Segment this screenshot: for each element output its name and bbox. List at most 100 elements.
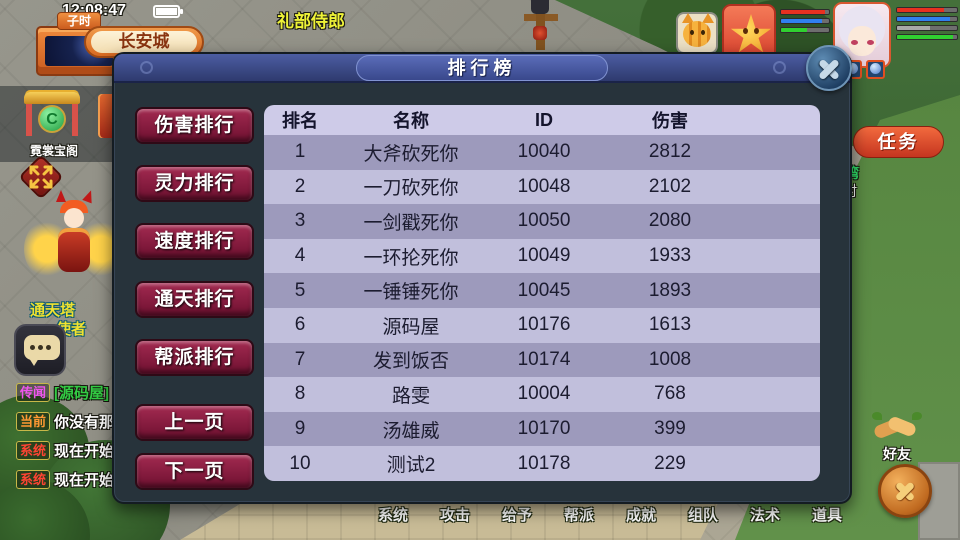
name-cell: 汤雄威 — [382, 420, 440, 442]
dialog-title: 排行榜 — [356, 55, 608, 81]
id-cell: 10049 — [517, 245, 571, 267]
jade-icon: C — [38, 105, 66, 133]
rank-tab-list: 伤害排行灵力排行速度排行通天排行帮派排行 — [135, 107, 254, 376]
char-hp-bar — [896, 7, 958, 13]
pavilion-post — [72, 104, 78, 136]
col-header-0: 排名 — [282, 111, 318, 131]
damage-cell: 399 — [654, 418, 686, 440]
player-body — [58, 228, 90, 272]
table-body: 1 大斧砍死你 10040 2812 2 一刀砍死你 10048 2102 3 一剑戳死你 1005… — [264, 135, 820, 481]
ranking-dialog: 排行榜 伤害排行灵力排行速度排行通天排行帮派排行 上一页下一页 排名 名称 ID 伤害… — [112, 45, 852, 504]
rank-tab-4[interactable]: 通天排行 — [135, 281, 254, 318]
chat-message: 当前 你没有那 — [16, 411, 114, 431]
cat-face — [683, 21, 711, 47]
name-cell: 测试2 — [386, 455, 436, 477]
table-row[interactable]: 4 一环抡死你 10049 1933 — [264, 238, 820, 274]
partial-hud-icon[interactable] — [98, 94, 114, 138]
table-row[interactable]: 3 一剑戳死你 10050 2080 — [264, 204, 820, 239]
pet-status-bars — [780, 9, 830, 33]
id-cell: 10040 — [517, 141, 571, 163]
table-row[interactable]: 6 源码屋 10176 1613 — [264, 307, 820, 343]
player-head — [64, 208, 84, 228]
rank-tab-1[interactable]: 伤害排行 — [135, 107, 254, 144]
friends-button[interactable]: 好友 — [866, 410, 928, 462]
name-cell: 发到饭否 — [372, 351, 449, 373]
chat-message: 系统 现在开始 — [16, 469, 114, 489]
orb-icon — [847, 63, 858, 74]
damage-cell: 1933 — [648, 245, 692, 267]
pet-cat-icon[interactable] — [676, 12, 718, 54]
name-cell: 一环抡死你 — [363, 247, 459, 269]
battery-icon — [153, 5, 183, 18]
name-cell: 路雯 — [391, 385, 430, 407]
chat-channel-tag: 当前 — [16, 411, 51, 431]
rank-cell: 7 — [294, 348, 306, 370]
next-page-button[interactable]: 下一页 — [135, 453, 254, 490]
rank-cell: 9 — [294, 418, 306, 440]
chat-channel-tag: 系统 — [16, 469, 51, 489]
table-row[interactable]: 10 测试2 10178 229 — [264, 446, 820, 481]
rank-cell: 5 — [294, 279, 306, 301]
cat-eye — [701, 30, 705, 35]
menu-label: 帮派 — [563, 507, 594, 524]
table-row[interactable]: 1 大斧砍死你 10040 2812 — [264, 135, 820, 170]
chat-button[interactable] — [14, 324, 66, 376]
ranking-table: 排名 名称 ID 伤害 1 大斧砍死你 10040 2812 2 一刀砍死你 10048 2102 3… — [264, 105, 820, 481]
table-row[interactable]: 5 一锤锤死你 10045 1893 — [264, 273, 820, 308]
name-cell: 源码屋 — [382, 316, 440, 338]
prev-page-button[interactable]: 上一页 — [135, 404, 254, 441]
rank-cell: 8 — [294, 383, 306, 405]
close-menu-button[interactable] — [878, 464, 932, 518]
id-cell: 10176 — [517, 314, 571, 336]
chat-message-text: [源码屋] — [54, 384, 110, 402]
name-cell: 大斧砍死你 — [363, 143, 459, 165]
expand-view-button[interactable] — [18, 154, 64, 200]
damage-cell: 229 — [654, 452, 686, 474]
expand-arrows-icon — [29, 165, 53, 189]
damage-cell: 2812 — [648, 141, 692, 163]
menu-label: 攻击 — [439, 507, 470, 524]
table-row[interactable]: 7 发到饭否 10174 1008 — [264, 342, 820, 378]
table-row[interactable]: 9 汤雄威 10170 399 — [264, 411, 820, 447]
pet-exp-bar — [780, 27, 830, 33]
ornament-swirl — [140, 61, 153, 74]
bubble-dot — [46, 345, 51, 350]
table-row[interactable]: 2 一刀砍死你 10048 2102 — [264, 169, 820, 205]
pager: 上一页 下一页 — [135, 404, 254, 490]
pet-eye — [754, 28, 759, 34]
shop-button[interactable]: C — [24, 92, 80, 140]
cat-ear — [702, 13, 714, 23]
npc-figure[interactable] — [531, 0, 549, 14]
id-cell: 10050 — [517, 210, 571, 232]
character-eye — [867, 40, 874, 45]
id-cell: 10170 — [517, 418, 571, 440]
horn-left — [56, 190, 66, 202]
damage-cell: 2102 — [648, 175, 692, 197]
pet-eye — [743, 28, 748, 34]
bubble-dot — [30, 345, 35, 350]
character-status-bars — [896, 7, 958, 40]
buff-icon[interactable] — [866, 60, 885, 79]
id-cell: 10174 — [517, 348, 571, 370]
col-header-1: 名称 — [393, 111, 429, 131]
cat-ear — [682, 13, 694, 23]
rank-tab-3[interactable]: 速度排行 — [135, 223, 254, 260]
menu-label: 法术 — [749, 507, 780, 524]
character-eye — [851, 40, 858, 45]
player-character — [24, 188, 124, 292]
shop-label: 霓裳宝阁 — [29, 144, 78, 158]
chat-message: 系统 现在开始 — [16, 440, 114, 460]
location-name: 长安城 — [91, 31, 197, 53]
col-header-2: ID — [535, 109, 553, 130]
pet-mp-bar — [780, 18, 830, 24]
orb-icon — [870, 63, 881, 74]
task-tab[interactable]: 任务 — [853, 126, 944, 158]
friends-label: 好友 — [883, 446, 911, 462]
menu-label: 给予 — [501, 507, 532, 524]
rank-tab-2[interactable]: 灵力排行 — [135, 165, 254, 202]
chat-message-text: 你没有那 — [54, 413, 115, 431]
menu-label: 道具 — [811, 507, 842, 524]
dialog-close-button[interactable] — [806, 45, 852, 91]
rank-tab-5[interactable]: 帮派排行 — [135, 339, 254, 376]
table-row[interactable]: 8 路雯 10004 768 — [264, 377, 820, 412]
